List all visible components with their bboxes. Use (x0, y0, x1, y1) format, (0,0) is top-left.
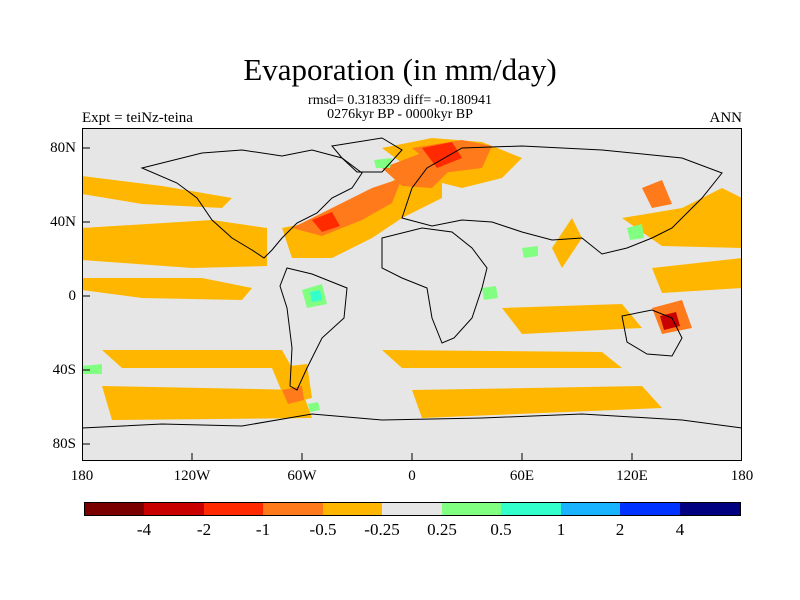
colorbar-cell (561, 503, 621, 515)
lat-label-0: 0 (68, 288, 77, 304)
lon-label-60w: 60W (287, 468, 317, 484)
colorbar-label: 2 (615, 520, 625, 539)
colorbar-label: -4 (136, 520, 152, 539)
lon-label-0: 0 (408, 468, 416, 484)
anomaly-fields (82, 138, 742, 420)
colorbar-cell (501, 503, 561, 515)
colorbar-cell (204, 503, 264, 515)
colorbar-label: 0.25 (427, 520, 457, 539)
colorbar-cell (323, 503, 383, 515)
colorbar-cell (382, 503, 442, 515)
lat-label-80n: 80N (50, 140, 76, 156)
colorbar-label: 4 (675, 520, 685, 539)
colorbar-cell (620, 503, 680, 515)
lat-label-80s: 80S (52, 436, 76, 452)
lat-ticks (82, 147, 90, 445)
colorbar-cell (680, 503, 740, 515)
season-label: ANN (709, 110, 743, 126)
colorbar-label: 0.5 (490, 520, 512, 539)
colorbar-label: -1 (255, 520, 271, 539)
lon-label-180-west: 180 (70, 468, 94, 484)
colorbar-cell (442, 503, 502, 515)
colorbar-cell (144, 503, 204, 515)
coastlines (82, 137, 742, 429)
colorbar-label: -2 (196, 520, 212, 539)
stats-period: 0276kyr BP - 0000kyr BP (327, 107, 473, 122)
colorbar-label: 1 (556, 520, 566, 539)
lat-label-40n: 40N (50, 214, 76, 230)
colorbar-cell (263, 503, 323, 515)
lon-label-120w: 120W (173, 468, 211, 484)
colorbar (84, 502, 741, 516)
map-panel (82, 128, 742, 461)
lon-label-120e: 120E (616, 468, 648, 484)
lon-label-60e: 60E (509, 468, 535, 484)
stats-rmsd-diff: rmsd= 0.318339 diff= -0.180941 (308, 93, 492, 108)
colorbar-cell (85, 503, 145, 515)
lat-label-40s: 40S (52, 362, 76, 378)
experiment-label: Expt = teiNz-teina (82, 110, 193, 126)
lon-ticks (191, 453, 633, 461)
lon-label-180-east: 180 (730, 468, 754, 484)
colorbar-label: -0.5 (309, 520, 337, 539)
colorbar-label: -0.25 (364, 520, 400, 539)
stats-block: rmsd= 0.318339 diff= -0.180941 0276kyr B… (0, 94, 800, 122)
plot-title: Evaporation (in mm/day) (243, 52, 557, 87)
